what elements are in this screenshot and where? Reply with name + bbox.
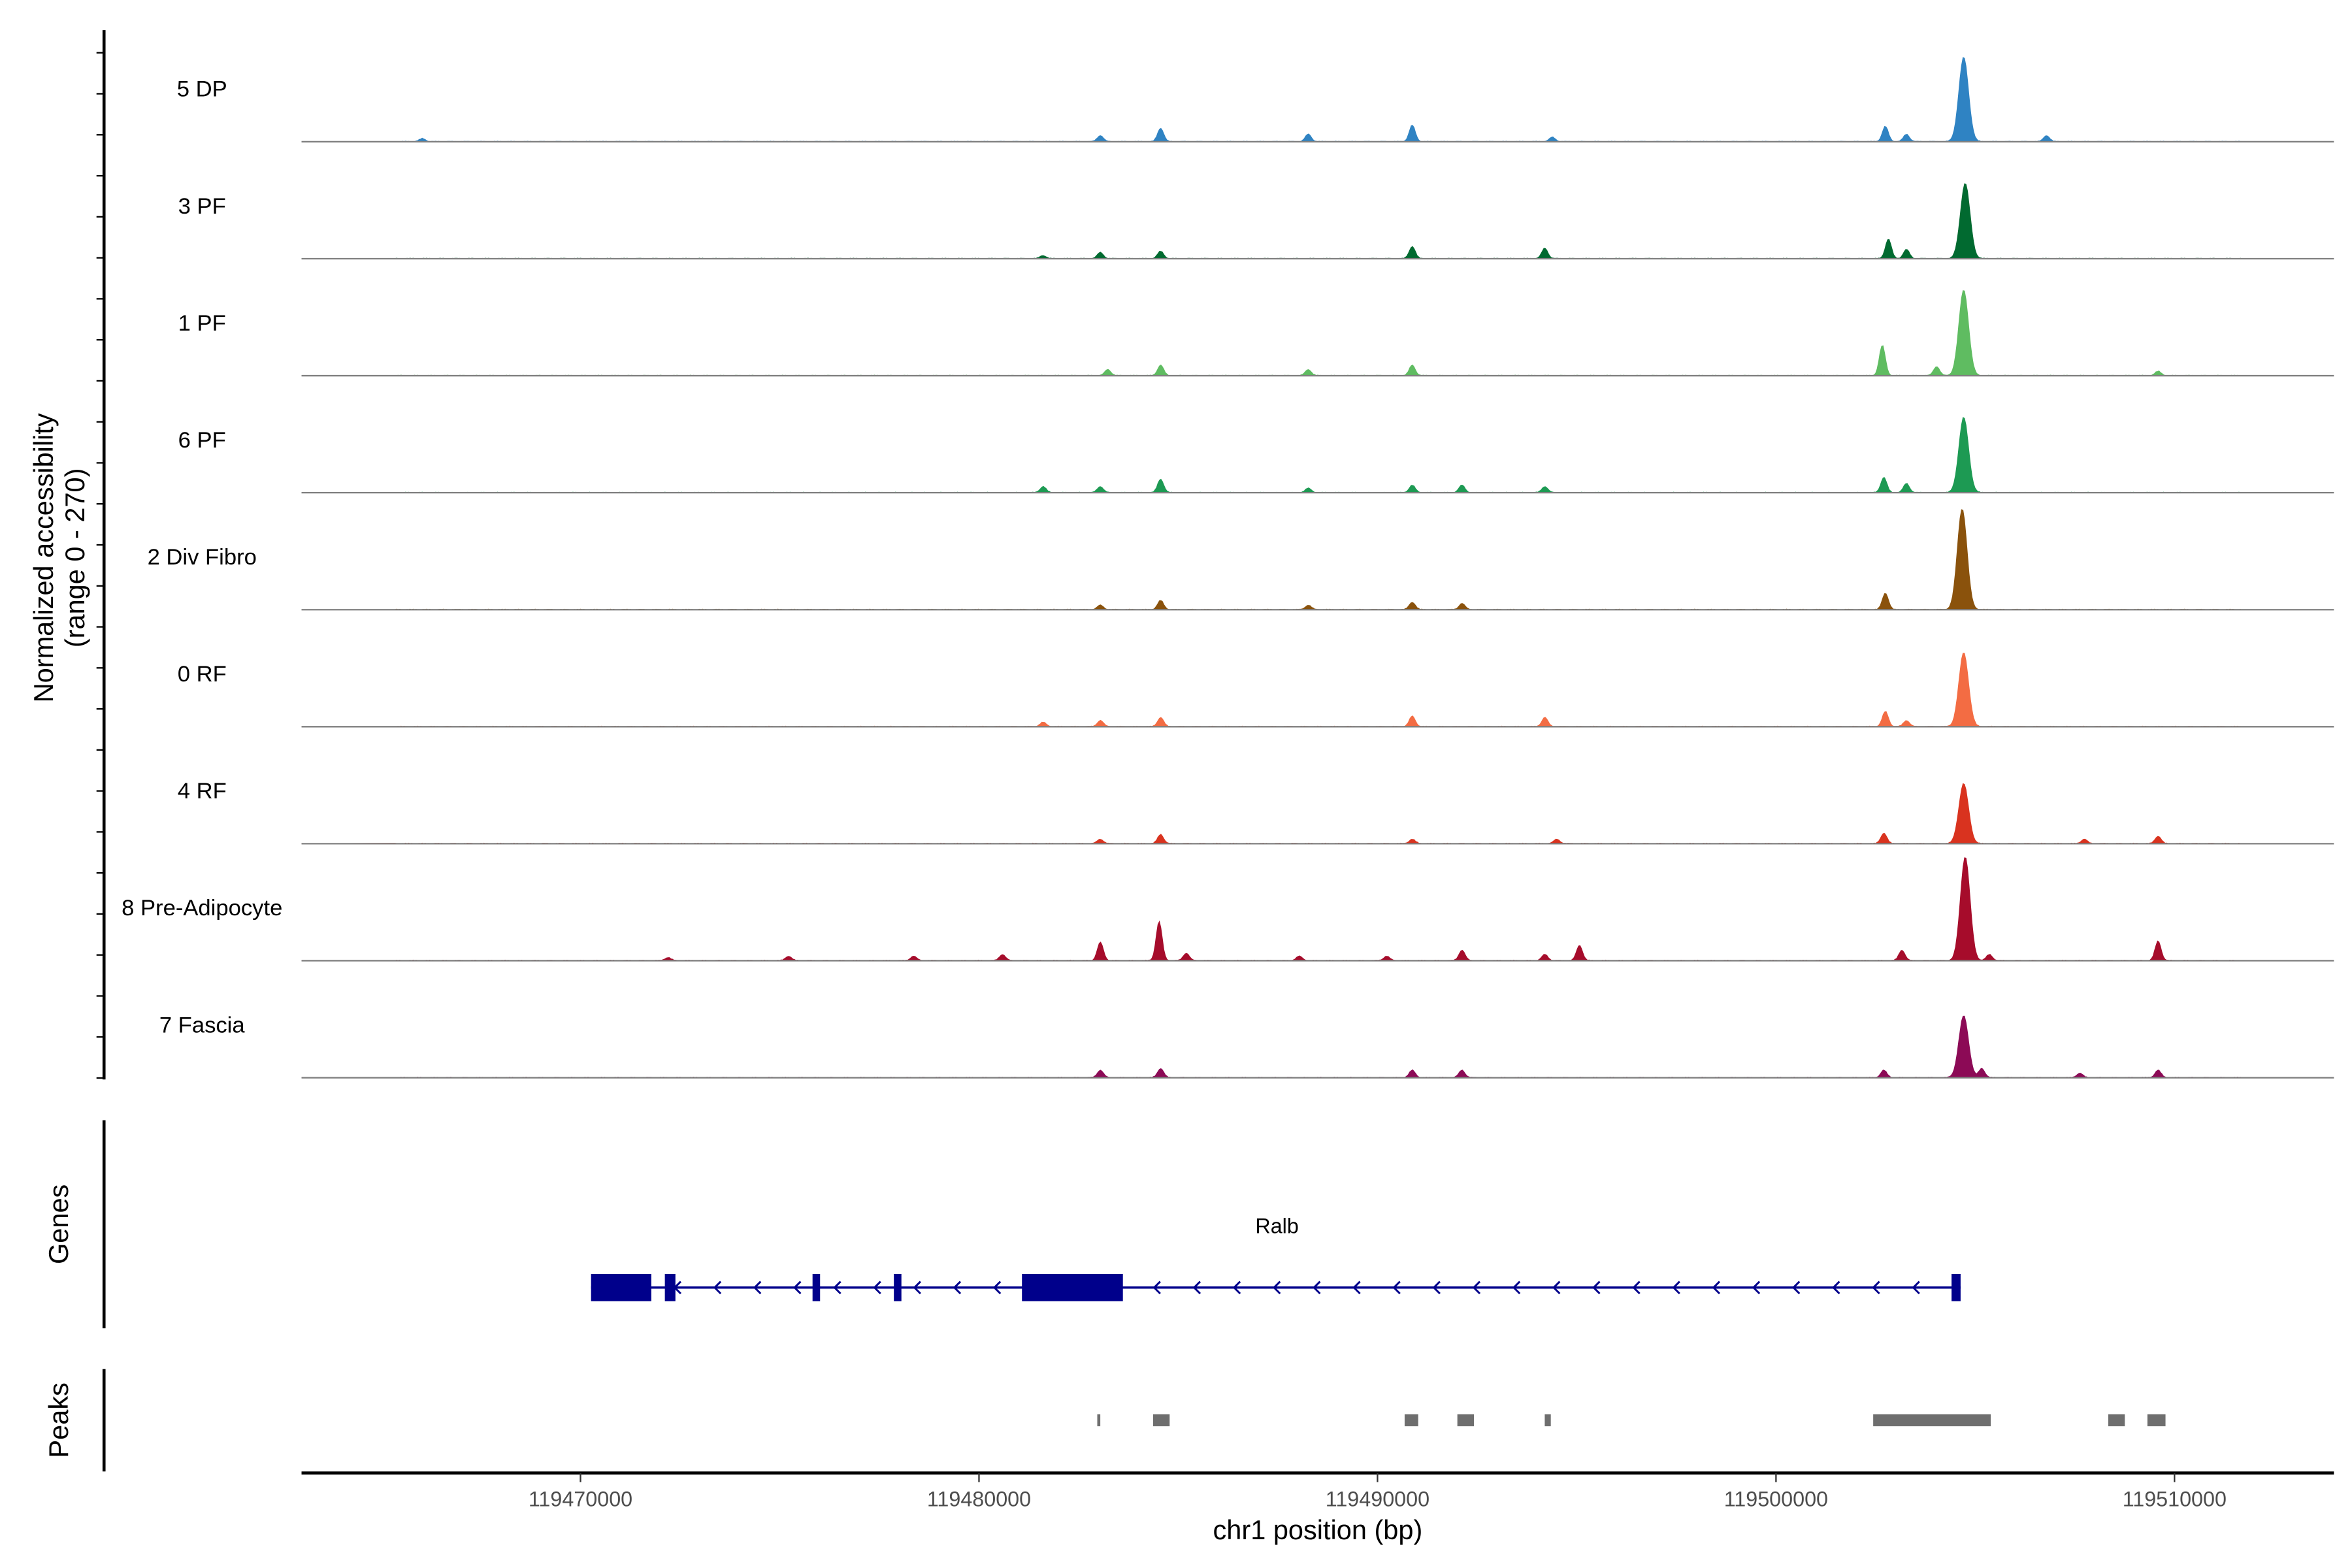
x-tick-label: 119490000 xyxy=(1326,1487,1429,1511)
track-label: 3 PF xyxy=(178,194,226,219)
track-2-div-fibro: 2 Div Fibro xyxy=(148,509,2334,611)
track-label: 7 Fascia xyxy=(159,1013,246,1037)
strand-arrow-icon xyxy=(1512,1281,1521,1295)
track-label: 0 RF xyxy=(178,662,227,687)
y-axis-title-line2: (range 0 - 270) xyxy=(59,468,90,648)
strand-arrow-icon xyxy=(1313,1281,1321,1295)
track-7-fascia: 7 Fascia xyxy=(159,1013,2334,1079)
peak-region xyxy=(1404,1414,1418,1427)
track-label: 2 Div Fibro xyxy=(148,545,257,570)
track-1-pf: 1 PF xyxy=(178,290,2334,377)
strand-arrow-icon xyxy=(713,1281,722,1295)
track-label: 4 RF xyxy=(178,779,227,804)
x-tick-label: 119470000 xyxy=(529,1487,632,1511)
track-label: 8 Pre-Adipocyte xyxy=(122,896,282,921)
strand-arrow-icon xyxy=(1232,1281,1241,1295)
strand-arrow-icon xyxy=(753,1281,762,1295)
track-label: 1 PF xyxy=(178,311,226,336)
strand-arrow-icon xyxy=(1192,1281,1201,1295)
strand-arrow-icon xyxy=(1912,1281,1920,1295)
peak-region xyxy=(2108,1414,2125,1427)
peak-region xyxy=(2147,1414,2166,1427)
strand-arrow-icon xyxy=(1592,1281,1601,1295)
strand-arrow-icon xyxy=(1752,1281,1761,1295)
gene-model-ralb xyxy=(591,1274,1961,1301)
genes-panel-label: Genes xyxy=(43,1184,74,1264)
y-axis-title-line1: Normalized accessibility xyxy=(28,413,59,702)
strand-arrow-icon xyxy=(1272,1281,1281,1295)
peak-region xyxy=(1457,1414,1475,1427)
strand-arrow-icon xyxy=(953,1281,962,1295)
strand-arrow-icon xyxy=(833,1281,841,1295)
strand-arrow-icon xyxy=(1472,1281,1481,1295)
strand-arrow-icon xyxy=(1152,1281,1161,1295)
strand-arrow-icon xyxy=(992,1281,1002,1295)
gene-exon xyxy=(664,1274,676,1301)
x-axis-ticks: 119470000 119480000 119490000 119500000 1195… xyxy=(529,1473,2227,1511)
track-4-rf: 4 RF xyxy=(178,779,2334,845)
gene-exon xyxy=(1022,1274,1123,1301)
track-3-pf: 3 PF xyxy=(178,183,2334,260)
track-label: 5 DP xyxy=(177,77,227,102)
peaks-panel-label: Peaks xyxy=(43,1382,74,1458)
strand-arrow-icon xyxy=(1632,1281,1641,1295)
gene-exon xyxy=(894,1274,902,1301)
gene-exon xyxy=(812,1274,821,1301)
track-0-rf: 0 RF xyxy=(178,653,2334,728)
x-tick-label: 119500000 xyxy=(1724,1487,1828,1511)
peak-regions xyxy=(1097,1414,2166,1427)
strand-arrow-icon xyxy=(1672,1281,1680,1295)
strand-arrow-icon xyxy=(1432,1281,1441,1295)
x-tick-label: 119480000 xyxy=(927,1487,1031,1511)
strand-arrow-icon xyxy=(1872,1281,1880,1295)
strand-arrow-icon xyxy=(1832,1281,1840,1295)
track-label: 6 PF xyxy=(178,428,226,453)
strand-arrow-icon xyxy=(1791,1281,1801,1295)
peak-region xyxy=(1544,1414,1551,1427)
gene-name-label: Ralb xyxy=(1255,1215,1298,1238)
track-6-pf: 6 PF xyxy=(178,417,2334,494)
strand-arrow-icon xyxy=(913,1281,921,1295)
gene-exon xyxy=(591,1274,651,1301)
coverage-tracks: 5 DP 3 PF 1 PF 6 PF 2 Div Fibro 0 RF 4 RF 8 Pre… xyxy=(122,57,2334,1079)
y-axis xyxy=(96,30,106,1080)
strand-arrow-icon xyxy=(1352,1281,1361,1295)
strand-arrow-icon xyxy=(873,1281,881,1295)
track-5-dp: 5 DP xyxy=(177,57,2334,143)
strand-arrow-icon xyxy=(1712,1281,1721,1295)
track-8-pre-adipocyte: 8 Pre-Adipocyte xyxy=(122,857,2334,962)
strand-arrow-icon xyxy=(1392,1281,1401,1295)
x-tick-label: 119510000 xyxy=(2123,1487,2227,1511)
peak-region xyxy=(1873,1414,1991,1427)
strand-arrow-icon xyxy=(793,1281,802,1295)
gene-exon xyxy=(1952,1274,1961,1301)
peak-region xyxy=(1152,1414,1170,1427)
strand-arrow-icon xyxy=(1552,1281,1561,1295)
peak-region xyxy=(1097,1414,1101,1427)
x-axis-title: chr1 position (bp) xyxy=(1213,1514,1423,1545)
